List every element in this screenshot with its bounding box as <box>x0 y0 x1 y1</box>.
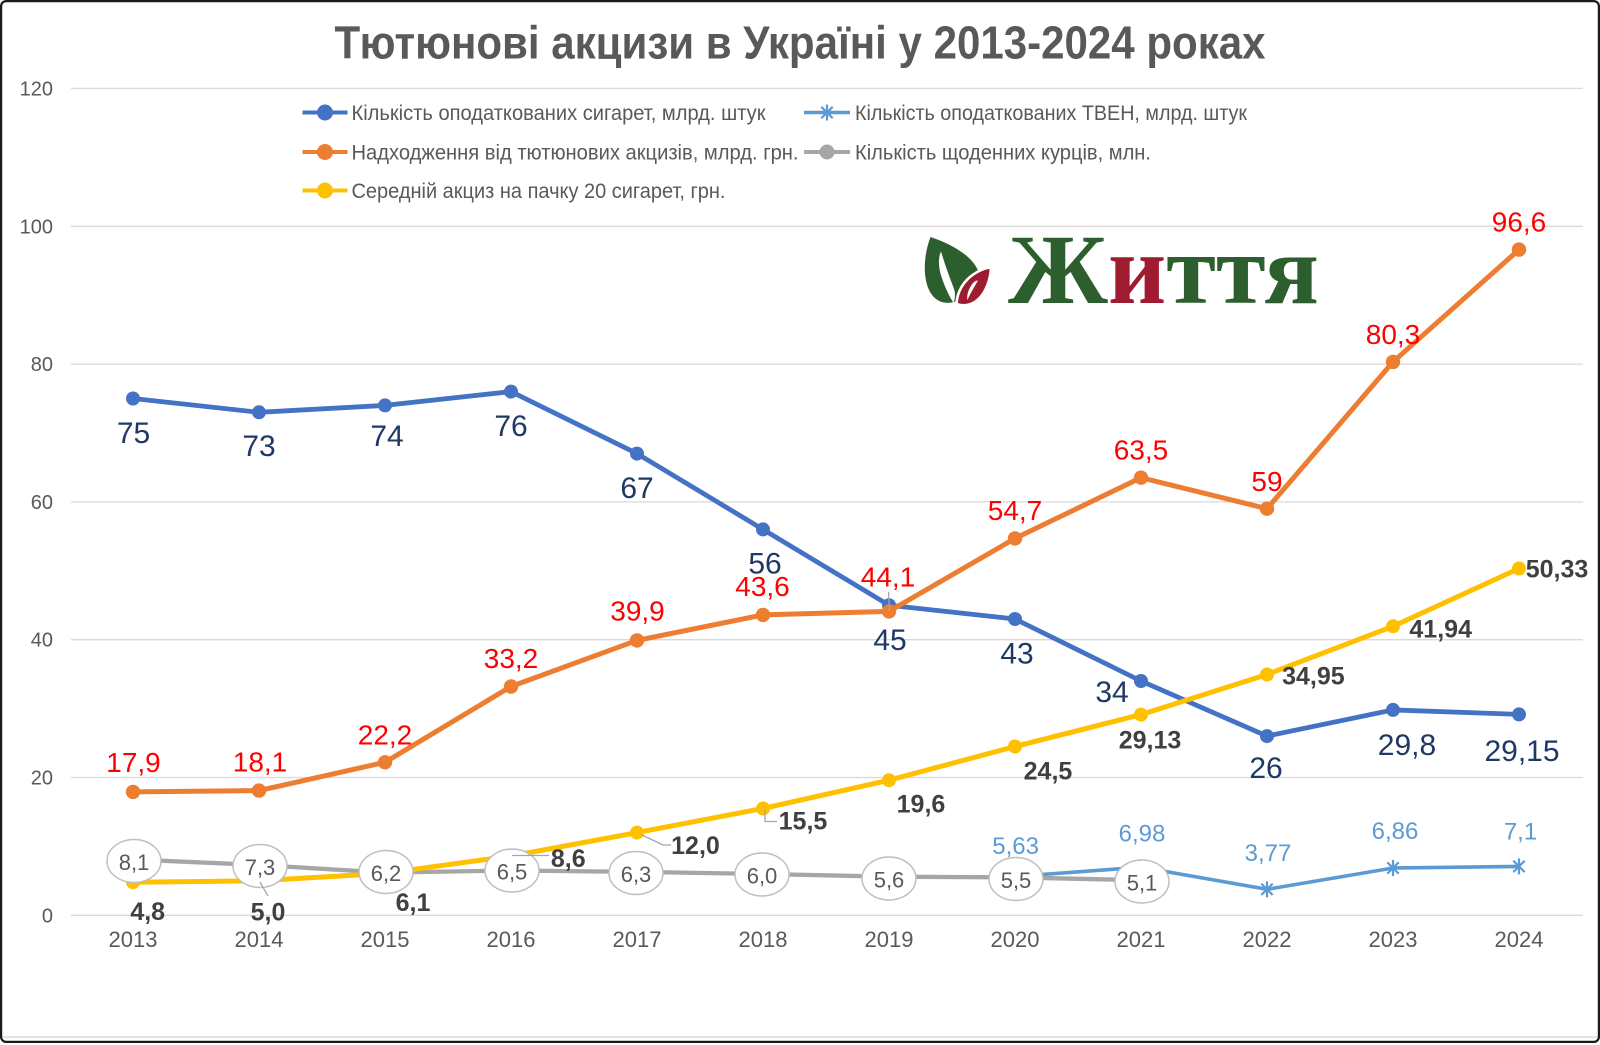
svg-text:43: 43 <box>1000 638 1033 671</box>
svg-text:18,1: 18,1 <box>233 747 288 778</box>
svg-text:22,2: 22,2 <box>358 720 413 751</box>
svg-text:Середній акциз на пачку 20 сиг: Середній акциз на пачку 20 сигарет, грн. <box>352 180 726 203</box>
svg-text:15,5: 15,5 <box>779 807 828 835</box>
svg-text:34,95: 34,95 <box>1282 663 1345 691</box>
svg-text:2023: 2023 <box>1369 927 1418 952</box>
svg-text:24,5: 24,5 <box>1024 757 1073 785</box>
svg-text:2018: 2018 <box>739 927 788 952</box>
svg-text:6,86: 6,86 <box>1372 818 1419 845</box>
svg-text:4,8: 4,8 <box>130 898 165 926</box>
svg-text:63,5: 63,5 <box>1114 435 1169 466</box>
svg-text:44,1: 44,1 <box>861 561 916 592</box>
svg-text:50,33: 50,33 <box>1526 555 1589 583</box>
svg-text:6,0: 6,0 <box>747 864 778 889</box>
svg-text:80,3: 80,3 <box>1366 319 1421 350</box>
svg-text:29,15: 29,15 <box>1484 735 1559 768</box>
svg-text:6,98: 6,98 <box>1119 820 1166 847</box>
svg-text:Надходження від тютюнових акци: Надходження від тютюнових акцизів, млрд.… <box>352 142 799 165</box>
svg-text:Кількість оподаткованих сигаре: Кількість оподаткованих сигарет, млрд. ш… <box>352 102 767 125</box>
svg-text:2021: 2021 <box>1117 927 1166 952</box>
svg-text:73: 73 <box>242 430 275 463</box>
svg-text:Життя: Життя <box>1008 214 1319 325</box>
svg-text:56: 56 <box>748 548 781 581</box>
svg-text:26: 26 <box>1249 752 1282 785</box>
svg-text:Кількість щоденних курців, млн: Кількість щоденних курців, млн. <box>855 142 1151 165</box>
svg-text:76: 76 <box>494 410 527 443</box>
svg-text:7,3: 7,3 <box>245 855 276 880</box>
svg-text:2017: 2017 <box>613 927 662 952</box>
svg-text:41,94: 41,94 <box>1409 615 1472 643</box>
svg-text:5,1: 5,1 <box>1127 871 1158 896</box>
svg-text:6,2: 6,2 <box>371 861 402 886</box>
svg-text:29,8: 29,8 <box>1378 729 1436 762</box>
svg-text:74: 74 <box>370 420 403 453</box>
svg-text:29,13: 29,13 <box>1119 726 1182 754</box>
svg-text:34: 34 <box>1095 676 1128 709</box>
svg-text:2022: 2022 <box>1243 927 1292 952</box>
svg-text:19,6: 19,6 <box>897 791 946 819</box>
svg-text:40: 40 <box>31 630 53 652</box>
svg-text:59: 59 <box>1251 466 1282 497</box>
svg-text:2015: 2015 <box>361 927 410 952</box>
svg-text:6,1: 6,1 <box>396 889 431 917</box>
svg-text:5,5: 5,5 <box>1001 868 1032 893</box>
svg-text:8,6: 8,6 <box>551 845 586 873</box>
svg-text:20: 20 <box>31 768 53 790</box>
svg-text:2016: 2016 <box>487 927 536 952</box>
svg-text:39,9: 39,9 <box>610 595 665 626</box>
svg-text:80: 80 <box>31 354 53 376</box>
svg-text:2019: 2019 <box>865 927 914 952</box>
svg-text:0: 0 <box>42 905 53 927</box>
svg-text:75: 75 <box>117 417 150 450</box>
svg-text:5,6: 5,6 <box>874 868 905 893</box>
svg-text:3,77: 3,77 <box>1245 840 1292 867</box>
svg-text:5,63: 5,63 <box>992 833 1039 860</box>
svg-text:17,9: 17,9 <box>106 747 161 778</box>
svg-text:6,3: 6,3 <box>621 862 652 887</box>
svg-text:Кількість оподаткованих ТВЕН,: Кількість оподаткованих ТВЕН, млрд. штук <box>855 102 1248 125</box>
svg-text:100: 100 <box>20 216 53 238</box>
svg-text:60: 60 <box>31 492 53 514</box>
svg-text:6,5: 6,5 <box>497 860 528 885</box>
svg-text:8,1: 8,1 <box>119 850 150 875</box>
svg-text:54,7: 54,7 <box>988 495 1043 526</box>
svg-text:33,2: 33,2 <box>484 643 539 674</box>
svg-text:120: 120 <box>20 78 53 100</box>
svg-text:2024: 2024 <box>1495 927 1544 952</box>
svg-text:Тютюнові акцизи в Україні у 20: Тютюнові акцизи в Україні у 2013-2024 ро… <box>335 17 1266 69</box>
svg-text:2013: 2013 <box>109 927 158 952</box>
svg-text:96,6: 96,6 <box>1492 207 1547 238</box>
svg-text:45: 45 <box>873 624 906 657</box>
svg-text:12,0: 12,0 <box>671 832 720 860</box>
svg-text:7,1: 7,1 <box>1504 818 1537 845</box>
svg-text:43,6: 43,6 <box>735 571 790 602</box>
svg-text:2014: 2014 <box>235 927 284 952</box>
svg-text:2020: 2020 <box>991 927 1040 952</box>
svg-text:5,0: 5,0 <box>251 899 286 927</box>
svg-text:67: 67 <box>620 472 653 505</box>
